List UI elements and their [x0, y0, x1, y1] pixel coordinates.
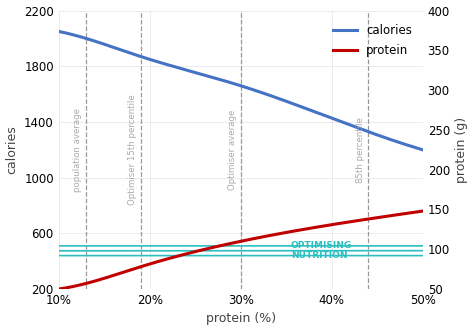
Text: Optimiser average: Optimiser average: [228, 110, 237, 190]
Text: population average: population average: [73, 108, 82, 192]
Text: OPTIMISING: OPTIMISING: [291, 241, 352, 250]
Text: NUTRITION: NUTRITION: [291, 251, 347, 260]
X-axis label: protein (%): protein (%): [206, 312, 276, 325]
Y-axis label: protein (g): protein (g): [456, 117, 468, 183]
Text: 85th percentile: 85th percentile: [356, 117, 365, 183]
Text: Optimiser 15th percentile: Optimiser 15th percentile: [128, 94, 137, 205]
Y-axis label: calories: calories: [6, 125, 18, 174]
Legend: calories, protein: calories, protein: [328, 19, 417, 62]
